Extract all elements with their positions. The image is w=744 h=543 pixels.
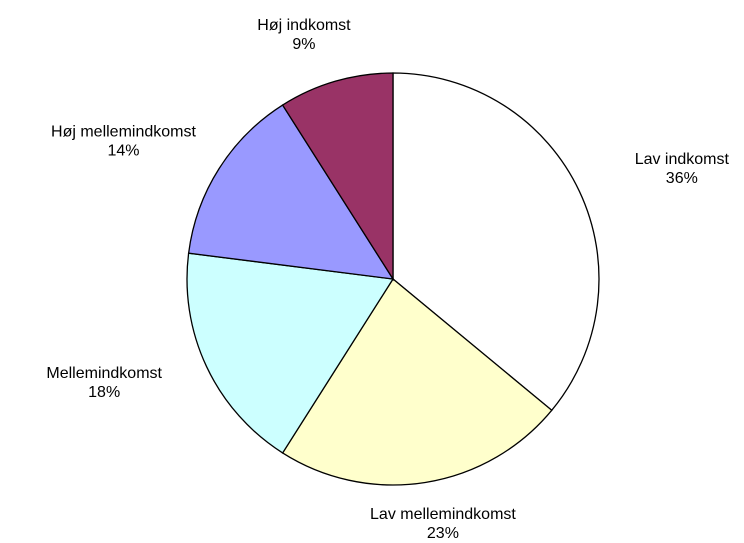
slice-name: Lav indkomst (635, 151, 730, 168)
slice-label: Høj mellemindkomst 14% (51, 124, 196, 160)
pie-slice (281, 72, 394, 282)
slice-name: Høj indkomst (257, 17, 351, 34)
pie-slice (392, 72, 600, 412)
slice-label: Lav indkomst 36% (635, 151, 730, 187)
slice-name: Mellemindkomst (46, 365, 162, 382)
slice-percent: 18% (88, 384, 120, 401)
slice-label: Høj indkomst 9% (257, 17, 351, 53)
slice-percent: 23% (427, 525, 459, 542)
slice-percent: 14% (107, 143, 139, 160)
slice-percent: 36% (666, 170, 698, 187)
slice-name: Høj mellemindkomst (51, 124, 196, 141)
pie-slice (187, 104, 395, 280)
slice-name: Lav mellemindkomst (370, 506, 516, 523)
slice-label: Mellemindkomst 18% (46, 365, 162, 401)
pie-slice (281, 278, 553, 486)
slice-percent: 9% (292, 36, 315, 53)
slice-label: Lav mellemindkomst 23% (370, 506, 516, 542)
pie-slice (186, 252, 395, 454)
